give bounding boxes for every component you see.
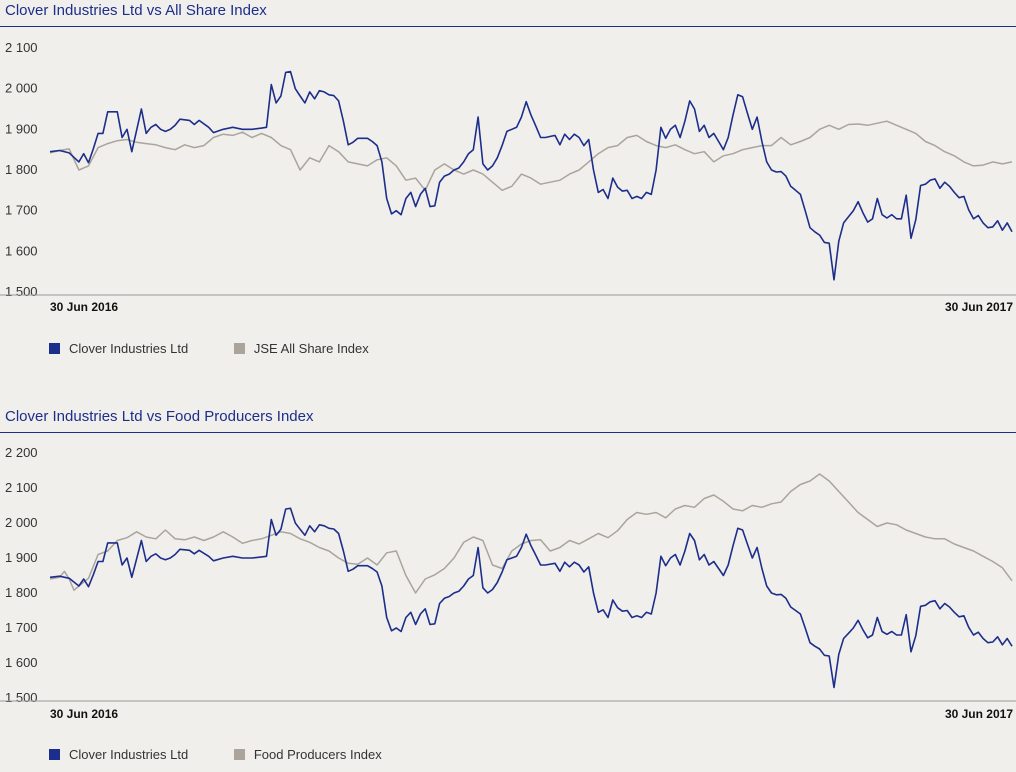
legend-item-index: JSE All Share Index bbox=[233, 341, 369, 356]
legend: Clover Industries Ltd Food Producers Ind… bbox=[49, 747, 424, 763]
legend-swatch bbox=[233, 749, 245, 760]
chart-title: Clover Industries Ltd vs Food Producers … bbox=[5, 408, 314, 425]
x-end-label: 30 Jun 2017 bbox=[945, 300, 1013, 314]
y-tick-label: 2 000 bbox=[5, 515, 38, 530]
legend-swatch bbox=[233, 343, 245, 354]
legend-label: JSE All Share Index bbox=[253, 341, 369, 356]
y-tick-label: 1 600 bbox=[5, 655, 38, 670]
y-tick-label: 1 800 bbox=[5, 585, 38, 600]
legend-item-company: Clover Industries Ltd bbox=[49, 747, 188, 762]
legend: Clover Industries Ltd JSE All Share Inde… bbox=[49, 341, 411, 357]
y-tick-label: 1 600 bbox=[5, 243, 38, 258]
chart-2: Clover Industries Ltd vs Food Producers … bbox=[0, 406, 1016, 772]
legend-swatch bbox=[49, 343, 60, 354]
x-end-label: 30 Jun 2017 bbox=[945, 707, 1013, 721]
series-line-company bbox=[49, 507, 1013, 689]
legend-item-company: Clover Industries Ltd bbox=[49, 341, 188, 356]
legend-swatch bbox=[49, 749, 60, 760]
y-tick-label: 2 000 bbox=[5, 81, 38, 96]
y-tick-label: 1 900 bbox=[5, 121, 38, 136]
legend-label: Clover Industries Ltd bbox=[69, 747, 189, 762]
chart-2-plot: 2 200 2 100 2 000 1 900 1 800 1 700 1 600 1 500… bbox=[0, 445, 1016, 721]
legend-label: Clover Industries Ltd bbox=[69, 341, 189, 356]
y-tick-label: 1 900 bbox=[5, 550, 38, 565]
y-tick-label: 2 200 bbox=[5, 445, 38, 460]
chart-1-plot: 2 100 2 000 1 900 1 800 1 700 1 600 1 500 30 J… bbox=[0, 40, 1016, 314]
chart-1: Clover Industries Ltd vs All Share Index… bbox=[0, 0, 1016, 380]
legend-label: Food Producers Index bbox=[253, 747, 382, 762]
y-tick-label: 1 800 bbox=[5, 162, 38, 177]
y-tick-label: 1 700 bbox=[5, 620, 38, 635]
series-line-index bbox=[49, 473, 1013, 594]
y-tick-label: 1 700 bbox=[5, 203, 38, 218]
y-tick-label: 1 500 bbox=[5, 284, 38, 299]
series-line-company bbox=[49, 70, 1013, 281]
y-tick-label: 2 100 bbox=[5, 40, 38, 55]
series-line-index bbox=[49, 120, 1013, 192]
title-rule bbox=[0, 432, 1016, 433]
title-rule bbox=[0, 26, 1016, 27]
legend-item-index: Food Producers Index bbox=[233, 747, 382, 762]
y-tick-label: 1 500 bbox=[5, 690, 38, 705]
x-start-label: 30 Jun 2016 bbox=[50, 300, 118, 314]
chart-title: Clover Industries Ltd vs All Share Index bbox=[5, 2, 267, 19]
x-start-label: 30 Jun 2016 bbox=[50, 707, 118, 721]
y-tick-label: 2 100 bbox=[5, 480, 38, 495]
